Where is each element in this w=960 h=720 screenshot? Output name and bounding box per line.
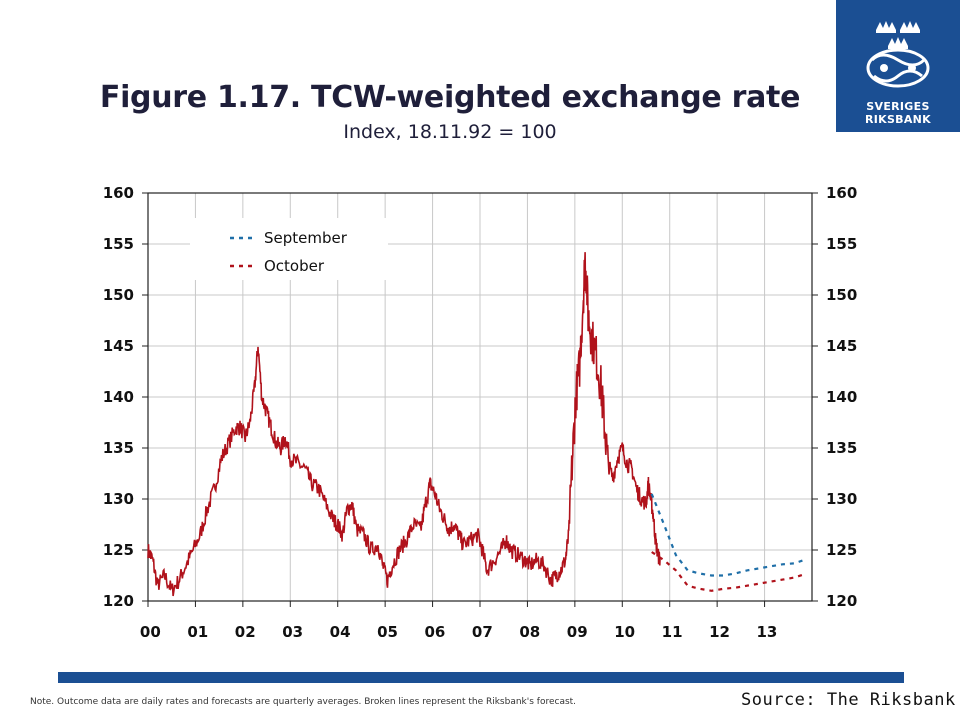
y-tick-label-left: 135 [103, 439, 134, 457]
y-tick-label-right: 150 [826, 286, 857, 304]
footnote: Note. Outcome data are daily rates and f… [30, 697, 577, 707]
y-tick-label-left: 125 [103, 541, 134, 559]
x-tick-label: 12 [709, 623, 730, 641]
series-line-outcome [147, 252, 661, 597]
y-tick-label-right: 145 [826, 337, 857, 355]
x-tick-label: 00 [140, 623, 161, 641]
series-lines [147, 252, 804, 597]
legend-box [190, 218, 388, 280]
x-tick-label: 11 [662, 623, 683, 641]
y-tick-label-left: 160 [103, 184, 134, 202]
y-tick-label-right: 155 [826, 235, 857, 253]
x-tick-label: 04 [330, 623, 351, 641]
chart-subtitle: Index, 18.11.92 = 100 [343, 121, 557, 143]
x-tick-label: 03 [282, 623, 303, 641]
y-tick-label-left: 155 [103, 235, 134, 253]
x-tick-label: 13 [757, 623, 778, 641]
chart-title: Figure 1.17. TCW-weighted exchange rate [99, 80, 801, 115]
y-tick-label-right: 135 [826, 439, 857, 457]
series-line-october [651, 551, 804, 592]
x-tick-label: 07 [472, 623, 493, 641]
x-tick-label: 05 [377, 623, 398, 641]
x-tick-label: 06 [425, 623, 446, 641]
y-tick-label-right: 125 [826, 541, 857, 559]
legend-label: September [264, 229, 348, 247]
x-tick-label: 01 [187, 623, 208, 641]
logo-text-line2: RIKSBANK [864, 113, 932, 126]
logo-text-line1: SVERIGES [866, 100, 930, 113]
y-tick-label-right: 160 [826, 184, 857, 202]
y-tick-label-left: 145 [103, 337, 134, 355]
legend-label: October [264, 257, 325, 275]
legend: September October [190, 218, 388, 280]
footer-divider [58, 672, 904, 683]
x-tick-label: 10 [614, 623, 635, 641]
crown-emblem-icon [866, 21, 930, 88]
source-label: Source: The Riksbank [741, 690, 956, 710]
y-tick-label-right: 140 [826, 388, 857, 406]
y-tick-label-left: 120 [103, 592, 134, 610]
y-tick-label-right: 120 [826, 592, 857, 610]
axes: 120 120 125 125 130 130 135 135 140 140 145 145 150 1… [103, 184, 858, 641]
x-tick-label: 02 [235, 623, 256, 641]
y-tick-label-right: 130 [826, 490, 857, 508]
x-tick-label: 08 [519, 623, 540, 641]
plot-frame [147, 192, 813, 602]
y-tick-label-left: 140 [103, 388, 134, 406]
y-tick-label-left: 130 [103, 490, 134, 508]
y-tick-label-left: 150 [103, 286, 134, 304]
riksbank-logo: SVERIGES RIKSBANK [836, 0, 960, 132]
series-line-september [650, 493, 804, 577]
x-tick-label: 09 [567, 623, 588, 641]
